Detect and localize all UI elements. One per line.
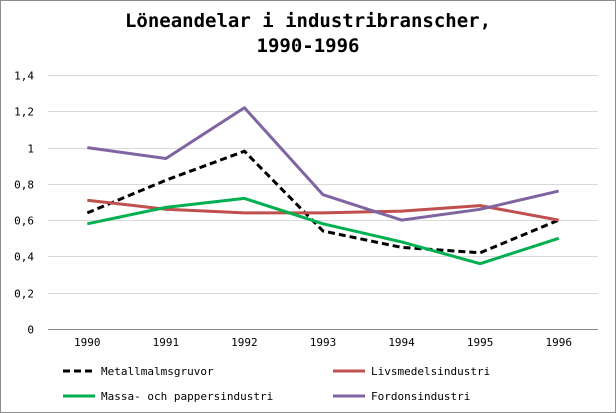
legend-label: Metallmalmsgruvor [101, 365, 214, 378]
legend-label: Fordonsindustri [371, 390, 470, 403]
data-point [164, 157, 167, 160]
y-axis-ticks: 0 0,2 0,4 0,6 0,8 1 1,2 1,4 [14, 70, 34, 337]
data-point [322, 211, 325, 214]
data-point [322, 222, 325, 225]
data-point [243, 211, 246, 214]
data-point [322, 230, 325, 233]
data-point [243, 150, 246, 153]
y-tick-label: 0 [27, 324, 34, 337]
chart-title: Löneandelar i industribranscher, 1990-19… [1, 9, 615, 59]
data-point [479, 208, 482, 211]
data-point [557, 190, 560, 193]
data-point [557, 219, 560, 222]
x-tick-label: 1990 [74, 336, 101, 349]
data-point [400, 219, 403, 222]
y-tick-label: 0,4 [14, 251, 34, 264]
data-point [400, 240, 403, 243]
y-tick-label: 1,4 [14, 70, 34, 83]
data-point [86, 211, 89, 214]
data-point [322, 193, 325, 196]
series-line-2 [86, 196, 560, 266]
series-line-3 [87, 106, 560, 222]
x-tick-label: 1995 [467, 336, 494, 349]
chart-title-line2: 1990-1996 [256, 35, 360, 57]
chart-title-line1: Löneandelar i industribranscher, [124, 10, 492, 32]
series-line-0 [86, 149, 560, 255]
data-point [479, 262, 482, 265]
y-tick-label: 0,6 [14, 215, 34, 228]
data-point [86, 199, 89, 202]
data-point [479, 204, 482, 207]
y-tick-label: 0,8 [14, 179, 34, 192]
x-tick-label: 1992 [231, 336, 258, 349]
y-tick-label: 1,2 [14, 106, 34, 119]
data-point [557, 237, 560, 240]
series-line-1 [87, 198, 559, 222]
data-point [400, 246, 403, 249]
data-point [86, 146, 89, 149]
x-tick-label: 1996 [545, 336, 572, 349]
series-lines [86, 106, 560, 266]
x-tick-label: 1991 [153, 336, 180, 349]
legend-label: Livsmedelsindustri [371, 365, 490, 378]
data-point [164, 206, 167, 209]
data-point [86, 222, 89, 225]
x-axis-ticks: 1990 1991 1992 1993 1994 1995 1996 [74, 336, 572, 349]
data-point [243, 197, 246, 200]
data-point [243, 106, 246, 109]
data-point [164, 179, 167, 182]
x-tick-label: 1993 [310, 336, 337, 349]
x-tick-label: 1994 [388, 336, 415, 349]
data-point [400, 210, 403, 213]
legend-label: Massa- och pappersindustri [101, 390, 273, 403]
y-tick-label: 1 [27, 143, 34, 156]
y-tick-label: 0,2 [14, 288, 34, 301]
legend: Metallmalmsgruvor Livsmedelsindustri Massa… [63, 365, 490, 403]
data-point [479, 251, 482, 254]
